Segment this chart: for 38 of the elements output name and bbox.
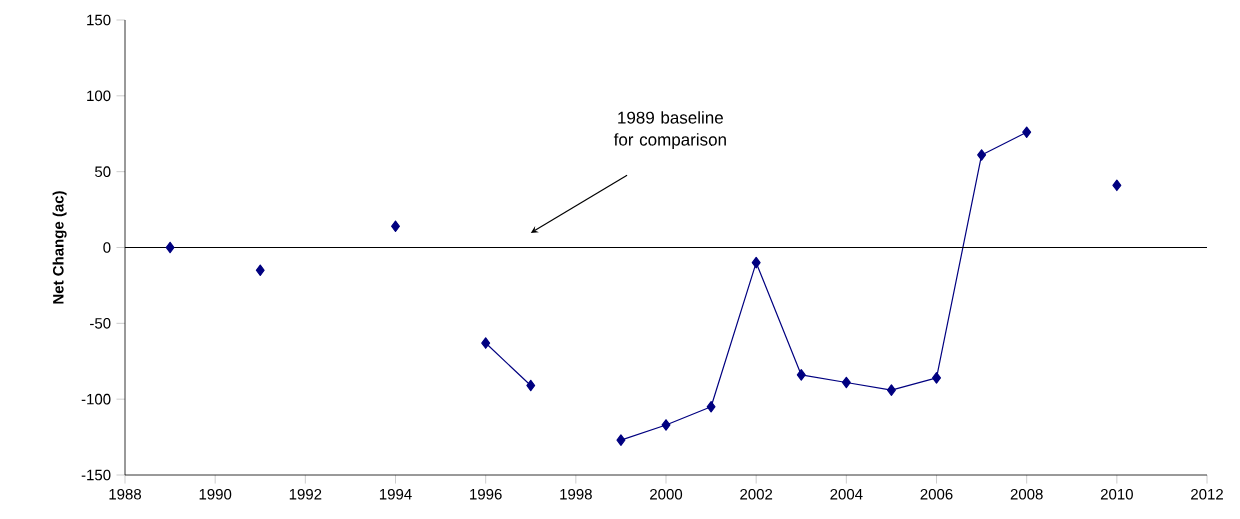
x-tick-label: 2012 [1191,488,1223,500]
annotation: 1989 baseline for comparison [613,111,726,150]
x-tick-label: 2006 [920,488,953,500]
y-tick-label: -150 [81,469,111,481]
x-tick-label: 2004 [830,488,863,500]
point [661,419,671,431]
x-tick-label: 1992 [289,488,322,500]
point [165,241,175,254]
x-tick-label: 1990 [199,488,232,500]
y-tick-label: -100 [81,393,111,405]
point [751,256,761,269]
point [841,376,851,389]
x-tick-label: 2010 [1100,488,1133,500]
x-tick-label: 2002 [740,488,773,500]
point [391,220,401,233]
point [616,434,626,446]
point [796,369,806,381]
x-tick-label: 1994 [379,488,412,500]
point [255,264,265,277]
y-tick-label: 150 [87,14,111,26]
x-tick-label: 1998 [560,488,592,500]
y-tick-label: 0 [103,242,111,253]
point [1112,179,1122,192]
x-tick-label: 1988 [109,488,142,500]
point [886,384,896,396]
point [481,337,491,349]
y-tick-label: 100 [87,90,111,102]
x-tick-label: 1996 [470,488,502,500]
point [977,149,987,161]
y-tick-label: -50 [90,318,111,329]
x-tick-label: 2008 [1010,488,1043,500]
point [706,400,716,413]
point [526,379,536,392]
y-axis-title: Net Change (ac) [52,191,67,304]
point [932,372,942,384]
y-tick-label: 50 [94,166,111,177]
x-tick-label: 2000 [650,488,683,500]
point [1022,126,1032,139]
